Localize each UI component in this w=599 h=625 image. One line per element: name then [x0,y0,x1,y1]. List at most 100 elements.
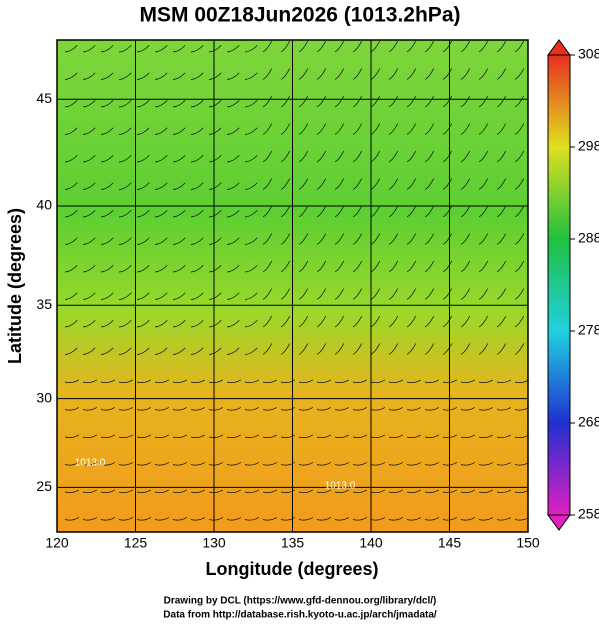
streamline [100,489,116,493]
streamline [388,343,399,355]
streamline [316,178,327,190]
streamline [514,288,525,300]
streamline [442,315,453,328]
streamline [352,95,363,108]
streamline [82,462,98,466]
streamline [118,517,134,521]
streamline [352,379,368,383]
streamline [64,210,78,218]
streamline [190,127,204,135]
streamline [460,68,471,80]
streamline [226,462,242,466]
streamline [352,123,363,135]
streamline [100,292,114,300]
streamline [298,407,314,411]
streamline [190,407,206,411]
streamline [172,462,188,466]
streamline [316,462,332,466]
streamline [334,95,345,108]
streamline [316,205,327,218]
streamline [424,517,440,521]
streamline [262,123,273,135]
streamline [100,100,114,108]
streamline [64,292,78,300]
streamline [244,72,258,80]
streamline [388,288,399,300]
streamline [316,288,327,300]
streamline [334,288,345,300]
streamline [82,45,96,53]
streamline [82,265,96,273]
streamline [280,343,291,355]
streamline [370,407,386,411]
streamline [334,205,345,218]
streamline [460,288,471,300]
x-tick-label: 120 [45,535,69,551]
streamline [442,178,453,190]
streamline [226,517,242,521]
streamline [136,72,150,80]
contour-label: 1013.0 [325,481,356,492]
streamline [172,100,186,108]
streamline [190,182,204,190]
streamline [154,72,168,80]
streamline [64,320,78,328]
x-tick-label: 125 [124,535,148,551]
streamline [154,347,168,355]
streamline [334,260,345,273]
streamline [136,407,152,411]
streamline [82,517,98,521]
streamline [172,347,186,355]
streamline [118,127,132,135]
streamline [388,205,399,218]
colorbar-max-arrow [547,39,571,56]
streamline [496,379,512,383]
streamline [154,462,170,466]
streamline [64,347,78,355]
streamline [280,379,296,383]
streamline [190,155,204,163]
streamline [370,178,381,190]
streamline [208,182,222,190]
streamline [388,379,404,383]
streamline [370,343,381,355]
streamline [64,45,78,53]
streamline [64,100,78,108]
streamline [244,182,258,190]
streamline [460,40,471,53]
streamline [262,95,273,108]
streamline [64,72,78,80]
streamline [136,347,150,355]
title: MSM 00Z18Jun2026 (1013.2hPa) [140,4,461,27]
streamline [424,315,435,328]
streamline [406,462,422,466]
streamline [496,343,507,355]
streamline [352,315,363,328]
streamline [208,517,224,521]
streamline [244,407,260,411]
streamline [388,40,399,53]
streamline [352,178,363,190]
streamline [298,343,309,355]
streamline [190,434,206,438]
streamline [496,95,507,108]
x-axis-label: Longitude (degrees) [205,559,378,579]
streamline [316,233,327,245]
streamline [352,150,363,163]
streamline [82,292,96,300]
streamline [100,182,114,190]
streamline [172,265,186,273]
streamline [262,260,273,273]
streamline [478,379,494,383]
streamline [244,347,258,355]
streamline [352,40,363,53]
streamline [100,237,114,245]
streamline [316,68,327,80]
streamline [406,40,417,53]
streamline [406,95,417,108]
streamline [64,265,78,273]
streamline [172,517,188,521]
streamline [118,182,132,190]
streamline [280,315,291,328]
streamline [100,45,114,53]
